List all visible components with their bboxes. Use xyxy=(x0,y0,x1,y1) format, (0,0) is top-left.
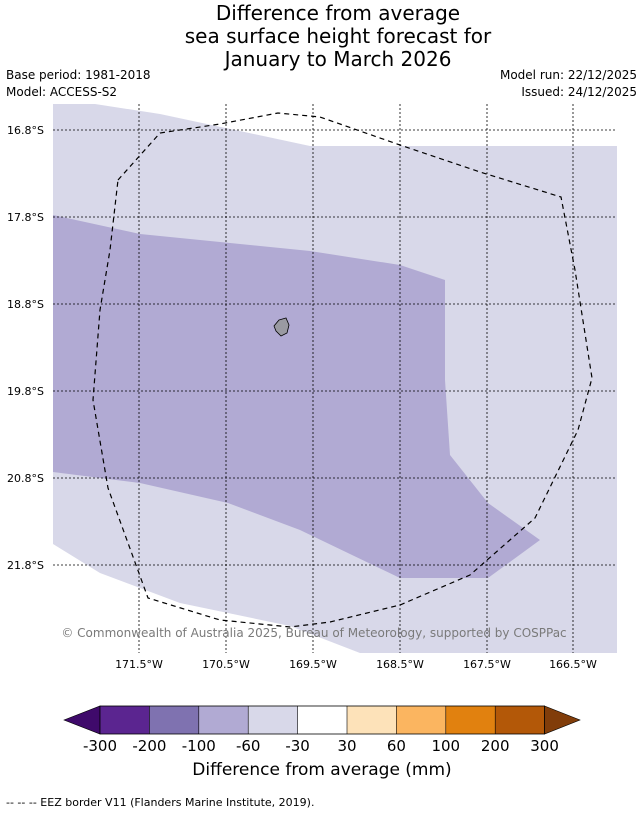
chart-title: Difference from average sea surface heig… xyxy=(0,2,644,71)
colorbar: -300 -200 -100 -60 -30 30 60 100 200 300 xyxy=(63,705,581,755)
meta-right: Model run: 22/12/2025 Issued: 24/12/2025 xyxy=(500,67,637,101)
longitude-labels: 171.5°W 170.5°W 169.5°W 168.5°W 167.5°W … xyxy=(115,658,597,671)
eez-legend-text: -- -- -- EEZ border V11 (Flanders Marine… xyxy=(6,796,315,809)
lon-label: 169.5°W xyxy=(289,658,337,671)
lon-label: 171.5°W xyxy=(115,658,163,671)
eez-border xyxy=(92,112,593,628)
copyright-text: © Commonwealth of Australia 2025, Bureau… xyxy=(61,626,566,640)
colorbar-segment xyxy=(149,706,199,734)
model-text: Model: ACCESS-S2 xyxy=(6,85,118,99)
colorbar-label: Difference from average (mm) xyxy=(192,760,452,780)
colorbar-tick: 200 xyxy=(481,737,510,755)
colorbar-tick: -60 xyxy=(236,737,261,755)
lat-label: 19.8°S xyxy=(7,385,44,398)
colorbar-segment xyxy=(495,706,545,734)
colorbar-tick: 100 xyxy=(431,737,460,755)
lat-label: 18.8°S xyxy=(7,298,44,311)
colorbar-segment xyxy=(248,706,298,734)
colorbar-segment xyxy=(198,706,249,734)
lat-label: 17.8°S xyxy=(7,211,44,224)
title-line-1: Difference from average xyxy=(215,1,461,25)
title-line-3: January to March 2026 xyxy=(224,47,452,71)
anomaly-region-medium xyxy=(53,215,540,578)
colorbar-extend-low xyxy=(63,705,101,735)
colorbar-segment xyxy=(347,706,397,734)
base-period-text: Base period: 1981-2018 xyxy=(6,68,151,82)
colorbar-segment xyxy=(297,706,347,734)
lon-label: 170.5°W xyxy=(202,658,250,671)
colorbar-tick: -200 xyxy=(132,737,166,755)
colorbar-segment xyxy=(396,706,446,734)
lon-label: 166.5°W xyxy=(549,658,597,671)
colorbar-tick: 60 xyxy=(387,737,406,755)
meta-left: Base period: 1981-2018 Model: ACCESS-S2 xyxy=(6,67,151,101)
lat-label: 16.8°S xyxy=(7,124,44,137)
colorbar-tick: 300 xyxy=(530,737,559,755)
latitude-labels: 16.8°S 17.8°S 18.8°S 19.8°S 20.8°S 21.8°… xyxy=(7,124,44,572)
colorbar-segment xyxy=(100,706,150,734)
lon-label: 168.5°W xyxy=(376,658,424,671)
colorbar-tick: 30 xyxy=(337,737,356,755)
graticule xyxy=(53,104,617,653)
title-line-2: sea surface height forecast for xyxy=(184,24,492,48)
colorbar-tick: -100 xyxy=(182,737,216,755)
island-landmass xyxy=(273,317,290,337)
colorbar-segment xyxy=(445,706,496,734)
colorbar-extend-high xyxy=(544,705,581,735)
lon-label: 167.5°W xyxy=(463,658,511,671)
model-run-text: Model run: 22/12/2025 xyxy=(499,68,637,82)
colorbar-tick: -300 xyxy=(83,737,117,755)
issued-text: Issued: 24/12/2025 xyxy=(521,85,637,99)
lat-label: 21.8°S xyxy=(7,559,44,572)
colorbar-tick: -30 xyxy=(285,737,310,755)
lat-label: 20.8°S xyxy=(7,472,44,485)
